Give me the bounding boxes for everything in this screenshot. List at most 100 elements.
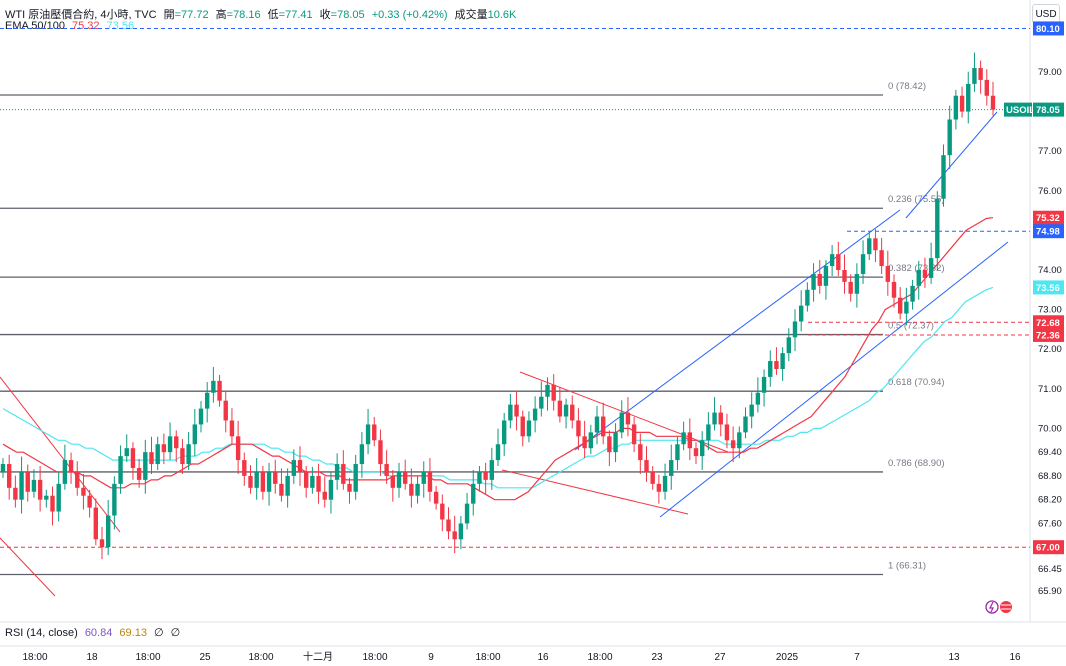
candle-down <box>656 483 662 492</box>
price-tag-box <box>1033 21 1064 36</box>
time-axis[interactable]: 18:00 18 18:00 25 18:00 十二月 18:00 9 18:00 16 18:00… <box>22 650 1021 663</box>
candle-up <box>0 464 6 472</box>
candle-down <box>433 491 439 504</box>
candle-up <box>167 436 173 453</box>
candle-up <box>31 479 37 492</box>
candle-down <box>842 270 847 282</box>
candle-down <box>13 487 18 500</box>
candle-down <box>990 95 996 110</box>
price-tag-box <box>1033 102 1064 117</box>
candle-down <box>440 503 445 520</box>
candle-down <box>873 238 878 251</box>
candle-up <box>526 420 532 437</box>
blue-channel-upper[interactable] <box>574 209 901 451</box>
candle-up <box>743 416 748 433</box>
trend-lines[interactable] <box>0 111 1009 597</box>
price-tick-label: 74.00 <box>1038 265 1062 276</box>
candle-up <box>155 444 160 465</box>
candle-up <box>545 384 550 397</box>
candle-down <box>897 297 903 314</box>
candle-up <box>749 404 754 417</box>
candle-up <box>365 424 371 445</box>
alert-icons[interactable] <box>985 600 1012 614</box>
price-tag-value: 75.32 <box>1036 213 1060 224</box>
price-tick-label: 68.20 <box>1038 495 1062 506</box>
candle-down <box>99 539 105 548</box>
price-tick-label: 79.00 <box>1038 67 1062 78</box>
candle-up <box>786 337 792 354</box>
ema100-value: 73.56 <box>106 20 135 32</box>
candle-up <box>916 270 921 286</box>
candle-up <box>105 515 111 548</box>
candle-up <box>712 412 717 425</box>
red-channel-upper[interactable] <box>0 376 121 533</box>
candle-down <box>260 471 266 492</box>
red-channel-lower[interactable] <box>0 537 56 597</box>
candle-down <box>650 471 655 484</box>
flash-icon[interactable] <box>985 600 999 614</box>
rsi-value-1: 60.84 <box>84 627 113 639</box>
ema-legend[interactable]: EMA 50/100 75.32 73.56 <box>5 20 138 32</box>
price-tag-value: 78.05 <box>1036 105 1060 116</box>
candle-down <box>75 471 80 488</box>
fib-level-label: 0.5 (72.37) <box>888 321 934 332</box>
time-tick-label: 27 <box>714 652 726 663</box>
candle-down <box>514 404 519 417</box>
time-tick-label: 7 <box>854 652 860 663</box>
fib-level-label: 1 (66.31) <box>888 561 926 572</box>
open-label: 開 <box>163 9 175 21</box>
candle-up <box>477 471 482 484</box>
chart-header: WTI 原油壓價合約, 4小時, TVC 開=77.72 高=78.16 低=7… <box>5 6 520 22</box>
volume-value: 10.6K <box>487 9 517 21</box>
candle-down <box>149 452 154 465</box>
candle-up <box>508 404 513 421</box>
candle-up <box>761 376 767 393</box>
candle-up <box>285 475 290 496</box>
candle-down <box>879 250 884 267</box>
candle-down <box>774 361 779 369</box>
red-wedge-lower[interactable] <box>501 469 689 515</box>
candle-up <box>464 503 470 524</box>
rsi-legend[interactable]: RSI (14, close) 60.84 69.13 ∅ ∅ <box>5 626 184 639</box>
candle-down <box>483 471 488 480</box>
candlesticks <box>0 52 996 560</box>
time-tick-label: 16 <box>1009 652 1021 663</box>
blue-channel-upper-2[interactable] <box>905 111 998 219</box>
fib-level-label: 0 (78.42) <box>888 81 926 92</box>
price-tag-box <box>1033 327 1064 342</box>
fib-level-label: 0.382 (73.82) <box>888 263 945 274</box>
candle-up <box>706 424 711 441</box>
candle-up <box>662 475 668 492</box>
candle-up <box>124 448 129 457</box>
candle-up <box>62 460 68 484</box>
time-tick-label: 13 <box>948 652 960 663</box>
candle-up <box>532 408 538 421</box>
fibonacci-levels[interactable]: 0 (78.42) 0.236 (75.56) 0.382 (73.82) 0.5 (… <box>0 81 945 576</box>
candle-up <box>935 198 940 259</box>
time-tick-label: 18:00 <box>587 652 612 663</box>
candle-up <box>675 444 680 461</box>
candle-down <box>297 460 303 472</box>
time-tick-label: 9 <box>428 652 434 663</box>
flag-icon[interactable] <box>1000 601 1012 613</box>
blue-channel-lower[interactable] <box>659 241 1009 518</box>
candle-up <box>737 432 742 449</box>
candle-down <box>959 95 965 112</box>
price-tick-label: 73.00 <box>1038 305 1062 316</box>
candle-down <box>50 495 55 512</box>
price-tag-value: 72.68 <box>1036 318 1060 329</box>
candle-down <box>273 471 278 484</box>
close-value: =78.05 <box>330 9 365 21</box>
time-tick-label: 18:00 <box>475 652 500 663</box>
candle-up <box>966 83 971 112</box>
candle-down <box>687 432 693 449</box>
candle-up <box>495 444 501 461</box>
symbol-title[interactable]: WTI 原油壓價合約, 4小時, TVC <box>5 9 157 21</box>
candle-up <box>415 483 420 496</box>
ema50-value: 75.32 <box>72 20 100 32</box>
candle-up <box>860 254 866 274</box>
candle-up <box>829 254 835 267</box>
price-tag-value: 80.10 <box>1036 24 1060 35</box>
candle-down <box>631 424 637 445</box>
